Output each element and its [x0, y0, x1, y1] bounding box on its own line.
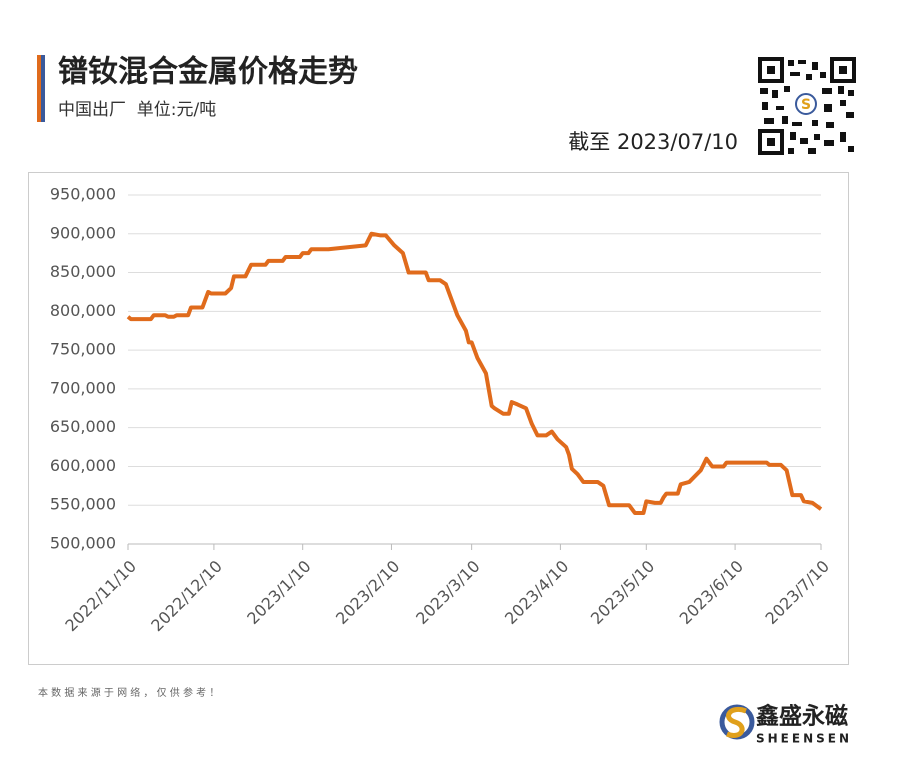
brand-name: 鑫盛永磁 [755, 703, 848, 730]
accent-bar [37, 55, 41, 122]
brand-logo [719, 704, 755, 740]
x-tick-label: 2022/11/10 [61, 557, 140, 636]
x-tick-label: 2023/3/10 [412, 557, 483, 628]
plot-frame [28, 172, 849, 665]
y-tick-label: 850,000 [50, 262, 116, 281]
y-tick-label: 650,000 [50, 417, 116, 436]
x-tick-label: 2023/7/10 [762, 557, 833, 628]
y-tick-label: 800,000 [50, 301, 116, 320]
subtitle: 中国出厂 单位:元/吨 [58, 100, 216, 120]
y-tick-label: 550,000 [50, 495, 116, 514]
y-tick-label: 900,000 [50, 223, 116, 242]
source-note: 本 数 据 来 源 于 网 络 ， 仅 供 参 考 ！ [38, 686, 219, 699]
qr-code: S [757, 56, 857, 156]
y-tick-label: 700,000 [50, 378, 116, 397]
x-tick-label: 2023/6/10 [676, 557, 747, 628]
brand-name-en: SHEENSEN [756, 732, 852, 746]
x-tick-label: 2022/12/10 [147, 557, 226, 636]
x-tick-label: 2023/4/10 [501, 557, 572, 628]
svg-text:S: S [801, 97, 811, 113]
y-tick-label: 600,000 [50, 456, 116, 475]
line-series [126, 231, 823, 515]
y-tick-label: 750,000 [50, 340, 116, 359]
x-tick-label: 2023/5/10 [587, 557, 658, 628]
date-note: 截至 2023/07/10 [568, 130, 738, 154]
x-tick-label: 2023/2/10 [332, 557, 403, 628]
accent-bar [41, 55, 45, 122]
y-tick-label: 950,000 [50, 185, 116, 204]
x-tick-label: 2023/1/10 [243, 557, 314, 628]
y-tick-label: 500,000 [50, 534, 116, 553]
chart-title: 镨钕混合金属价格走势 [58, 55, 358, 90]
